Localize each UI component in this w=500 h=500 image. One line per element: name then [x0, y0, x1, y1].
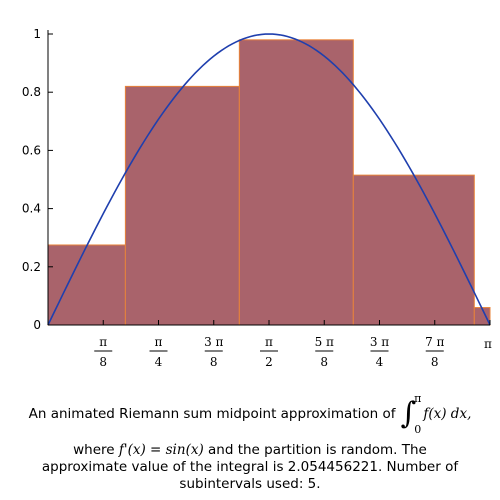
riemann-sum-chart: 0 0.2 0.4 0.6 0.8 1 π 8 π 4 3 π 8 π 2 5 π 8 3 π 4 7 π 8 π	[22, 27, 492, 369]
x-tick-denominator: 8	[431, 355, 439, 369]
sine-curve	[47, 33, 491, 326]
integral-sign-icon: ∫	[400, 396, 417, 431]
y-axis-ticks: 0 0.2 0.4 0.6 0.8 1	[22, 27, 53, 332]
integral-lower-limit: 0	[414, 423, 422, 436]
x-tick-numerator: π	[99, 335, 107, 349]
x-tick-denominator: 8	[320, 355, 328, 369]
x-axis-ticks: π 8 π 4 3 π 8 π 2 5 π 8 3 π 4 7 π 8 π	[94, 320, 492, 369]
y-tick-label: 0.8	[22, 85, 41, 99]
x-tick-numerator: π	[265, 335, 273, 349]
riemann-rect-4	[352, 174, 475, 326]
x-tick-denominator: 4	[376, 355, 384, 369]
caption-description: where f'(x) = sin(x) and the partition i…	[0, 442, 500, 493]
y-tick-label: 0.6	[22, 143, 41, 157]
integrand: f(x) dx,	[423, 405, 472, 422]
x-tick-label: π	[484, 337, 492, 351]
chart-caption: An animated Riemann sum midpoint approxi…	[0, 390, 500, 493]
x-tick-denominator: 8	[210, 355, 218, 369]
x-tick-numerator: 7 π	[425, 335, 444, 349]
integral-limits: π 0	[414, 390, 421, 438]
x-tick-denominator: 8	[99, 355, 107, 369]
y-tick-label: 1	[33, 27, 41, 41]
x-tick-denominator: 4	[155, 355, 163, 369]
integral-expression: ∫ π 0 f(x) dx,	[401, 390, 472, 438]
caption-where: where	[73, 442, 115, 458]
x-tick-numerator: 5 π	[315, 335, 334, 349]
y-tick-label: 0	[33, 318, 41, 332]
y-tick-label: 0.4	[22, 202, 41, 216]
x-tick-numerator: 3 π	[204, 335, 223, 349]
x-tick-numerator: 3 π	[370, 335, 389, 349]
caption-function: f'(x) = sin(x)	[118, 442, 204, 458]
riemann-rect-1	[47, 244, 126, 326]
y-tick-label: 0.2	[22, 260, 41, 274]
caption-line-1: An animated Riemann sum midpoint approxi…	[0, 390, 500, 438]
riemann-rect-3	[238, 39, 354, 326]
caption-intro: An animated Riemann sum midpoint approxi…	[28, 405, 396, 422]
riemann-rectangles	[47, 39, 491, 326]
x-tick-denominator: 2	[265, 355, 273, 369]
integral-upper-limit: π	[414, 392, 422, 405]
riemann-rect-2	[124, 85, 240, 326]
caption-details: and the partition is random. The approxi…	[41, 442, 459, 492]
x-tick-numerator: π	[155, 335, 163, 349]
